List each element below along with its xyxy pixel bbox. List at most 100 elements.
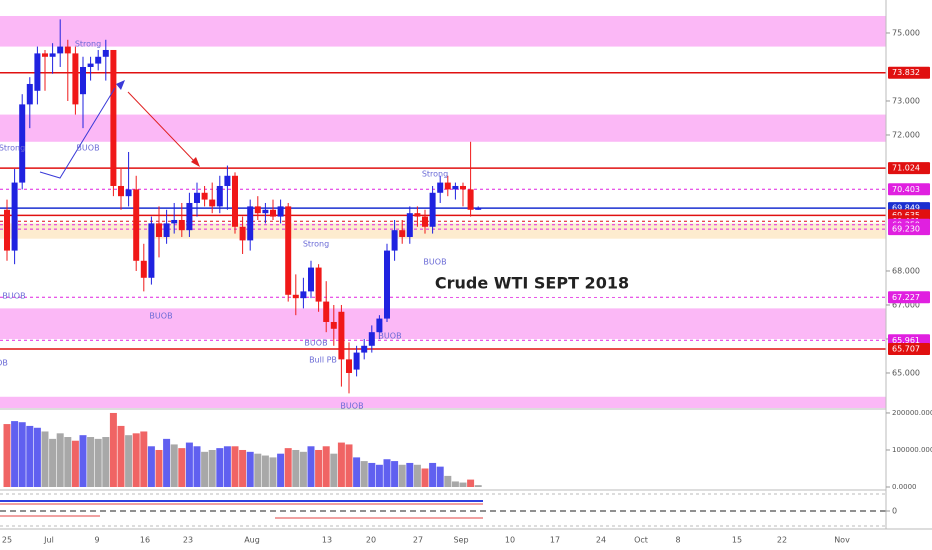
volume-tick-label: 200000.0000 bbox=[892, 409, 932, 417]
title-box bbox=[443, 270, 621, 297]
annotations: Strong BUOB Strong BUOB BUOB Strong BUOB Bull P… bbox=[0, 40, 448, 411]
y-tick-label: 72.000 bbox=[892, 130, 920, 139]
price-tag-label: 67.227 bbox=[892, 293, 920, 302]
candle-body bbox=[376, 318, 383, 333]
candle-body bbox=[4, 209, 10, 251]
candles bbox=[4, 19, 482, 394]
candle-body bbox=[422, 216, 428, 227]
levels bbox=[0, 71, 886, 350]
x-tick-label: Oct bbox=[634, 536, 648, 545]
candle-body bbox=[87, 63, 94, 67]
volume-bar bbox=[26, 425, 34, 487]
indicator-tick-label: 0 bbox=[892, 507, 897, 516]
candle-body bbox=[186, 202, 193, 231]
annotation: Strong bbox=[75, 40, 101, 49]
trend-arrow bbox=[39, 87, 116, 179]
volume-bar bbox=[254, 453, 262, 487]
x-tick-label: 15 bbox=[732, 536, 742, 545]
candle-body bbox=[300, 291, 307, 299]
candle-body bbox=[156, 223, 162, 237]
x-tick-label: Nov bbox=[834, 536, 850, 545]
annotation: BUOB bbox=[340, 402, 363, 411]
candle-body bbox=[26, 83, 33, 105]
candle-body bbox=[232, 175, 238, 227]
volume-bar bbox=[353, 457, 361, 487]
volume-bar bbox=[277, 453, 285, 487]
price-tag-label: 65.707 bbox=[892, 344, 920, 353]
volume-bar bbox=[299, 451, 307, 487]
x-tick-label: 8 bbox=[675, 536, 680, 545]
volume-bar bbox=[185, 442, 193, 487]
candle-body bbox=[292, 294, 299, 299]
volume-bar bbox=[261, 455, 269, 487]
price-tag-label: 65.961 bbox=[892, 336, 920, 345]
volume-bar bbox=[223, 446, 231, 487]
indicator bbox=[0, 493, 886, 527]
volume-bar bbox=[391, 461, 399, 487]
decor bbox=[39, 80, 200, 179]
volume-bar bbox=[459, 482, 467, 487]
candle-body bbox=[338, 311, 345, 360]
volume-bar bbox=[269, 457, 277, 487]
candle-body bbox=[72, 53, 79, 105]
candle-body bbox=[368, 332, 375, 346]
volume-bar bbox=[49, 438, 57, 487]
price-tag-label: 71.024 bbox=[892, 164, 920, 173]
volume-bar bbox=[216, 448, 224, 487]
candle-body bbox=[11, 182, 18, 251]
annotation: BUOB bbox=[423, 258, 446, 267]
price-tag bbox=[888, 342, 930, 355]
y-tick-label: 68.000 bbox=[892, 266, 920, 275]
x-tick-label: 24 bbox=[596, 536, 606, 545]
y-tick-label: 75.000 bbox=[892, 28, 920, 37]
volume-bar bbox=[56, 433, 64, 487]
candle-body bbox=[285, 206, 292, 295]
volume-bar bbox=[337, 442, 345, 487]
volume-bar bbox=[155, 449, 163, 487]
candle-body bbox=[384, 250, 390, 319]
candle-body bbox=[201, 192, 208, 200]
candle-body bbox=[346, 359, 352, 373]
candle-body bbox=[452, 185, 459, 190]
volume-bar bbox=[33, 427, 41, 487]
volume-bar bbox=[125, 435, 133, 487]
zone bbox=[0, 223, 886, 239]
x-tick-label: 13 bbox=[322, 536, 332, 545]
volume-bar bbox=[444, 475, 452, 487]
volume-bar bbox=[178, 448, 186, 487]
candle-body bbox=[308, 267, 314, 292]
volume-bar bbox=[117, 425, 125, 487]
volume-bar bbox=[436, 466, 444, 487]
annotation: BUOB bbox=[304, 339, 327, 348]
price-tag bbox=[888, 162, 930, 175]
volume-bar bbox=[467, 479, 475, 487]
candle-body bbox=[42, 53, 48, 57]
volume-bar bbox=[94, 438, 102, 487]
zone bbox=[0, 114, 886, 142]
candle-body bbox=[353, 352, 360, 370]
candle-body bbox=[133, 189, 140, 261]
zone bbox=[0, 396, 886, 408]
candle-body bbox=[194, 192, 200, 203]
volume-bar bbox=[170, 444, 178, 487]
candle-body bbox=[163, 223, 170, 237]
volume-bar bbox=[140, 431, 148, 487]
volume-bar bbox=[398, 464, 406, 487]
candle-body bbox=[315, 267, 322, 302]
volume-bar bbox=[18, 422, 26, 487]
candle-body bbox=[110, 49, 117, 186]
candle-body bbox=[64, 46, 71, 54]
candle-body bbox=[102, 49, 109, 57]
y-tick-label: 65.000 bbox=[892, 368, 920, 377]
volume-bar bbox=[330, 453, 338, 487]
volume-bar bbox=[375, 464, 383, 487]
annotation: Strong bbox=[422, 170, 448, 179]
volume-bar bbox=[284, 448, 292, 487]
candle-body bbox=[460, 185, 466, 190]
volume-bar bbox=[322, 446, 330, 487]
volume-bar bbox=[360, 461, 368, 487]
candle-body bbox=[49, 53, 56, 57]
volume-bar bbox=[429, 462, 437, 487]
zone bbox=[0, 15, 886, 47]
